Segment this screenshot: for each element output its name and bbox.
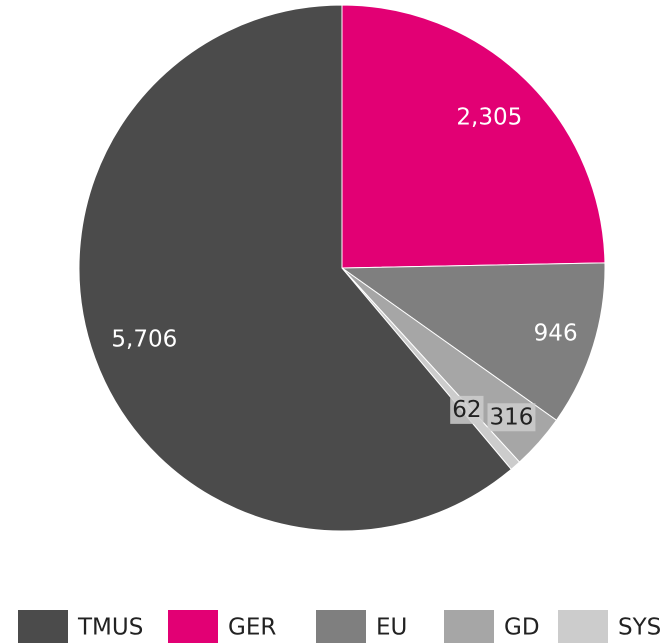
data-label: 5,706 [111, 327, 177, 353]
legend-swatch [444, 610, 494, 643]
legend-label: EU [376, 615, 407, 641]
pie-slice [78, 4, 512, 532]
data-label: 62 [452, 397, 481, 423]
legend-swatch [316, 610, 366, 643]
data-label: 316 [490, 404, 534, 430]
legend-label: GD [504, 615, 540, 641]
legend-swatch [168, 610, 218, 643]
legend-label: GER [228, 615, 276, 641]
pie-slice [340, 262, 606, 421]
legend-label: TMUS [77, 615, 143, 641]
data-label-bg [450, 395, 484, 424]
data-label: 2,305 [456, 104, 522, 130]
pie-slice [341, 4, 606, 269]
legend-swatch [558, 610, 608, 643]
data-label: 946 [534, 320, 578, 346]
legend-swatch [18, 610, 68, 643]
data-label-bg [487, 403, 536, 432]
legend-label: SYS [618, 615, 661, 641]
